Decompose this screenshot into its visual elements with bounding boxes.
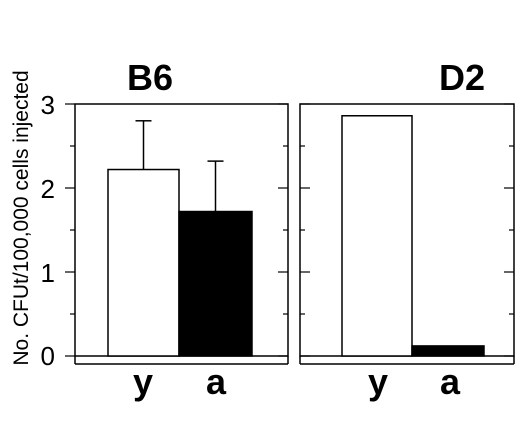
- category-label-d2-y: y: [368, 361, 388, 402]
- category-label-b6-y: y: [133, 361, 153, 402]
- bar-d2-y: [341, 115, 413, 357]
- panel-title-d2: D2: [439, 57, 485, 98]
- y-axis-label: No. CFUt/100,000 cells injected: [10, 70, 33, 365]
- y-tick-label-3: 3: [41, 90, 55, 120]
- bar-b6-y: [107, 168, 180, 357]
- category-label-d2-a: a: [440, 361, 461, 402]
- category-label-b6-a: a: [206, 361, 227, 402]
- panel-title-b6: B6: [127, 57, 173, 98]
- y-tick-label-1: 1: [41, 258, 55, 288]
- y-tick-label-2: 2: [41, 174, 55, 204]
- bar-b6-a: [178, 210, 253, 357]
- bar-d2-a: [411, 345, 485, 357]
- y-tick-label-0: 0: [41, 341, 55, 371]
